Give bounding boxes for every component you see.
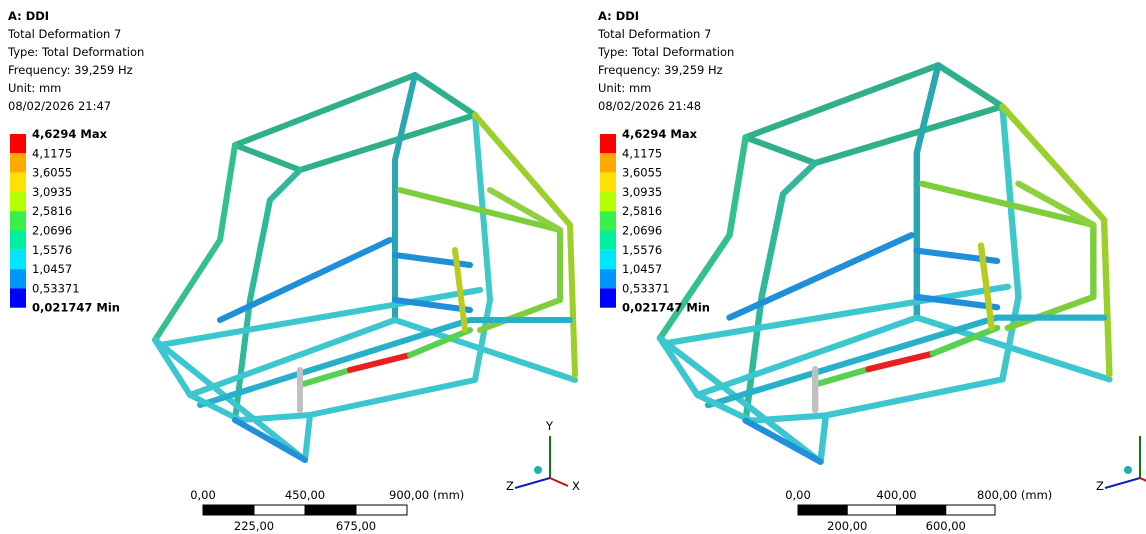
axis-label: Z	[1096, 479, 1104, 493]
info-line: Total Deformation 7	[7, 27, 121, 41]
legend-swatch	[600, 211, 616, 230]
tube	[475, 115, 490, 380]
legend-label: 2,5816	[622, 204, 662, 218]
panel-title: A: DDI	[598, 9, 639, 23]
tube	[235, 420, 305, 460]
scale-segment	[305, 505, 356, 515]
scale-label: 800,00 (mm)	[977, 488, 1052, 502]
legend-swatch	[10, 153, 26, 172]
info-line: Frequency: 39,259 Hz	[598, 63, 723, 77]
info-line: 08/02/2026 21:47	[8, 99, 111, 113]
tube	[160, 290, 480, 345]
scale-segment	[798, 505, 847, 515]
scale-segment	[356, 505, 407, 515]
scale-label: 0,00	[190, 488, 216, 502]
legend-swatch	[10, 250, 26, 269]
legend-swatch	[10, 173, 26, 192]
scale-segment	[254, 505, 305, 515]
legend-label: 4,1175	[32, 146, 72, 160]
triad-origin	[534, 466, 542, 474]
scale-segment	[203, 505, 254, 515]
panel-title: A: DDI	[8, 9, 49, 23]
tube	[746, 421, 821, 462]
legend-swatch	[600, 153, 616, 172]
legend-swatch	[600, 134, 616, 153]
legend-label: 3,0935	[32, 185, 72, 199]
legend-label: 1,0457	[32, 262, 72, 276]
legend-swatch	[10, 211, 26, 230]
info-line: Frequency: 39,259 Hz	[8, 63, 133, 77]
screenshot: A: DDI Total Deformation 7 Type: Total Def…	[0, 0, 1146, 534]
legend-swatch	[10, 288, 26, 307]
legend-swatch	[600, 192, 616, 211]
tube	[1002, 106, 1018, 379]
info-line: Type: Total Deformation	[597, 45, 734, 59]
scale-label: 0,00	[785, 488, 811, 502]
legend-label: 0,021747 Min	[32, 301, 120, 315]
legend-label: 3,6055	[622, 166, 662, 180]
legend-label: 1,5576	[32, 243, 72, 257]
info-line: Unit: mm	[598, 81, 651, 95]
legend-swatch	[600, 231, 616, 250]
legend-label: 0,53371	[32, 281, 80, 295]
legend-label: 2,5816	[32, 204, 72, 218]
scale-segment	[897, 505, 946, 515]
legend-label: 4,6294 Max	[32, 127, 108, 141]
legend-swatch	[10, 134, 26, 153]
axis-z	[1105, 478, 1140, 488]
scale-label: 675,00	[336, 519, 376, 533]
info-line: Type: Total Deformation	[7, 45, 144, 59]
axis-x	[550, 478, 568, 486]
scale-segment	[946, 505, 995, 515]
scale-label: 225,00	[234, 519, 274, 533]
legend-swatch	[600, 269, 616, 288]
frame-model	[155, 75, 575, 460]
tube	[235, 75, 475, 170]
legend-label: 4,6294 Max	[622, 127, 698, 141]
legend-label: 4,1175	[622, 146, 662, 160]
frame-model	[660, 65, 1109, 462]
legend-label: 1,5576	[622, 243, 662, 257]
legend-label: 3,0935	[622, 185, 662, 199]
axis-label: X	[572, 479, 580, 493]
tube	[746, 65, 1003, 163]
legend-label: 2,0696	[32, 224, 72, 238]
legend-swatch	[600, 173, 616, 192]
legend-swatch	[10, 231, 26, 250]
scale-label: 600,00	[926, 519, 966, 533]
info-line: Total Deformation 7	[597, 27, 711, 41]
info-line: 08/02/2026 21:48	[598, 99, 701, 113]
axis-z	[515, 478, 550, 488]
axis-label: Z	[506, 479, 514, 493]
scale-label: 900,00 (mm)	[389, 488, 464, 502]
tube	[917, 65, 938, 317]
legend-label: 2,0696	[622, 224, 662, 238]
tube	[155, 145, 235, 340]
scale-label: 400,00	[876, 488, 916, 502]
legend-label: 0,021747 Min	[622, 301, 710, 315]
triad-origin	[1124, 466, 1132, 474]
legend-swatch	[600, 250, 616, 269]
legend-label: 3,6055	[32, 166, 72, 180]
legend-swatch	[10, 192, 26, 211]
scale-segment	[847, 505, 896, 515]
tube	[395, 75, 415, 320]
scale-label: 200,00	[827, 519, 867, 533]
axis-label: Y	[545, 419, 554, 433]
axis-x	[1140, 478, 1146, 486]
legend-swatch	[10, 269, 26, 288]
tube	[665, 287, 1007, 344]
info-line: Unit: mm	[8, 81, 61, 95]
scale-label: 450,00	[285, 488, 325, 502]
legend-swatch	[600, 288, 616, 307]
legend-label: 0,53371	[622, 281, 670, 295]
legend-label: 1,0457	[622, 262, 662, 276]
